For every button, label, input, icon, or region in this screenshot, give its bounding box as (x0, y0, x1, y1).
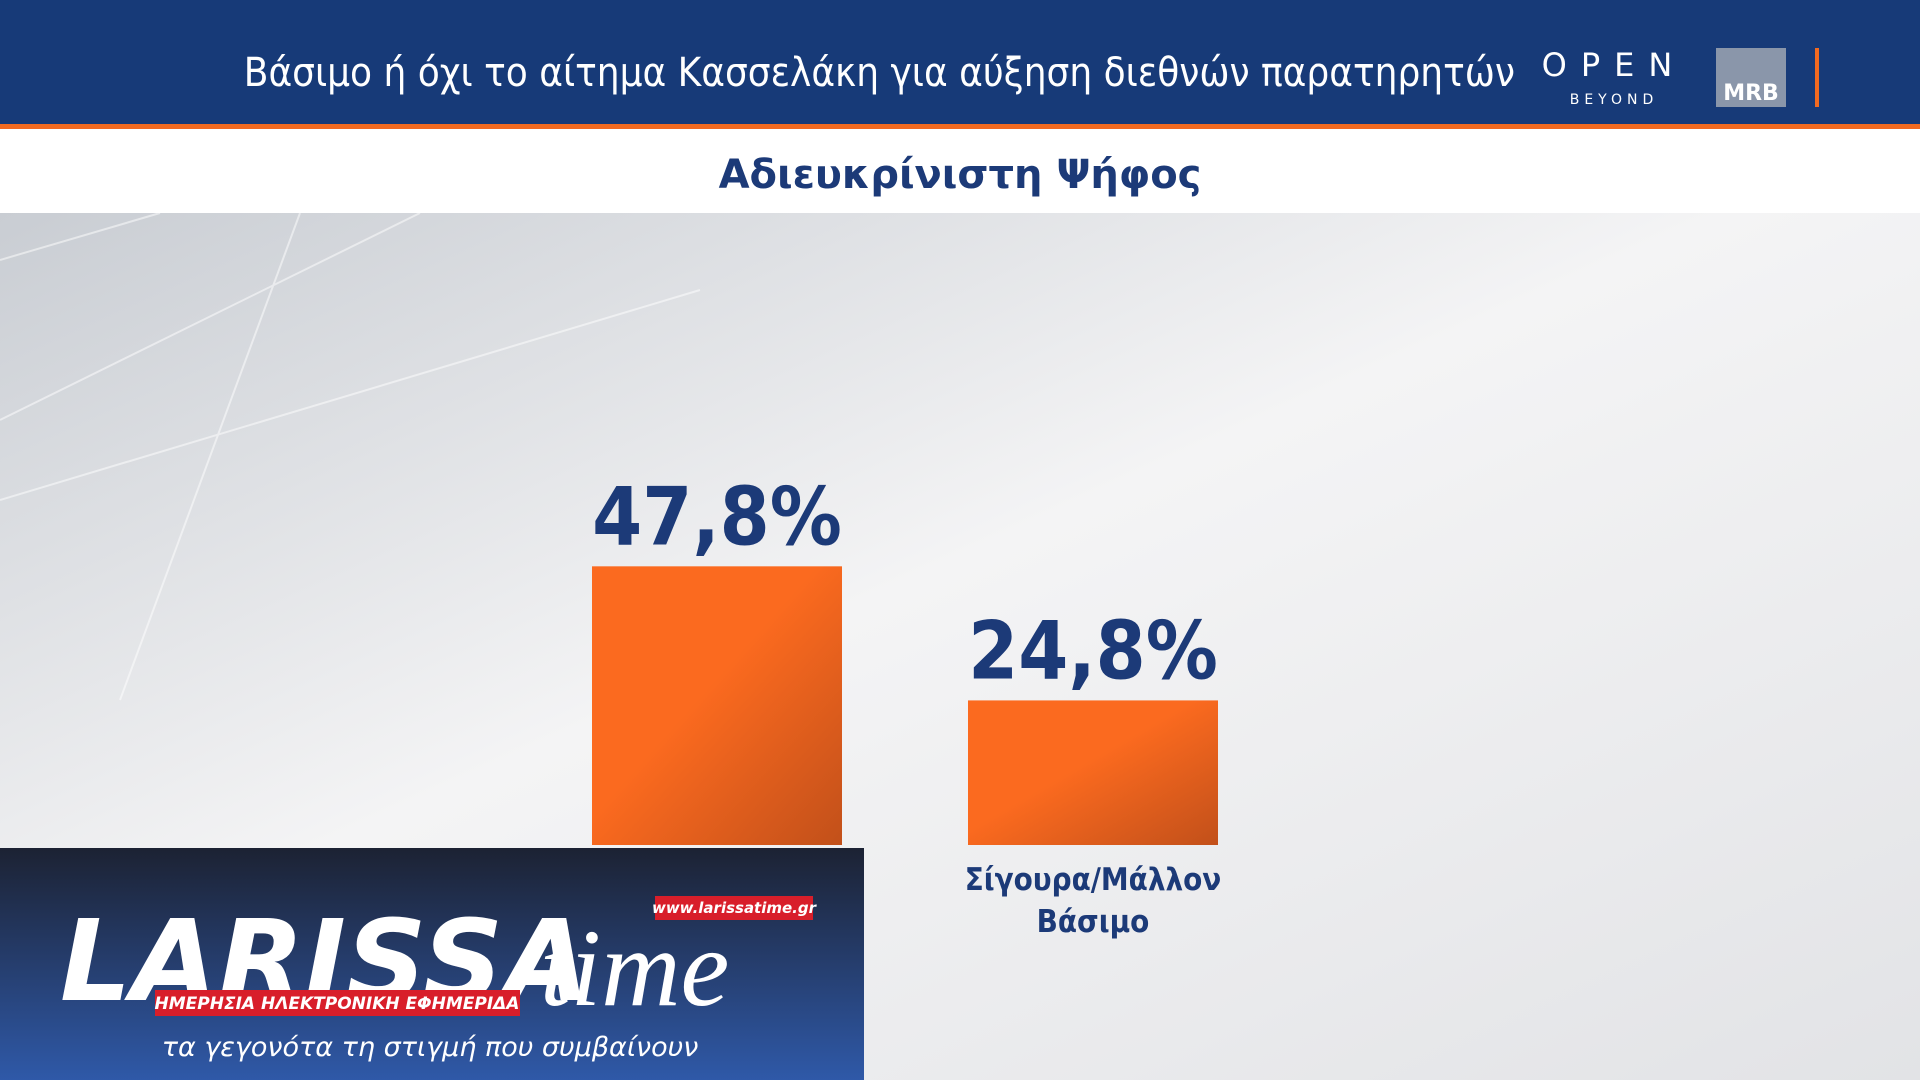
category-label: Σίγουρα/Μάλλον Βάσιμο (964, 862, 1222, 940)
mrb-logo: MRB (1723, 81, 1779, 106)
open-logo: OPEN (1542, 46, 1687, 84)
value-label: 47,8% (592, 470, 842, 563)
value-label: 24,8% (968, 604, 1218, 697)
logo-panel (0, 848, 864, 1080)
mrb-box (1716, 48, 1786, 107)
chart-subtitle: Αδιευκρίνιστη Ψήφος (719, 152, 1202, 198)
decor (0, 212, 701, 701)
logo-overlay: LARISSA time www.larissatime.gr ΗΜΕΡΗΣΙΑ… (0, 848, 864, 1080)
subtitle-band (0, 129, 1920, 213)
logo-url: www.larissatime.gr (652, 899, 818, 917)
url-box (655, 896, 813, 920)
bar (592, 566, 842, 845)
header-divider (1815, 48, 1819, 107)
tagline-box (155, 990, 520, 1016)
header-bar (0, 0, 1920, 124)
chart-title: Βάσιμο ή όχι το αίτημα Κασσελάκη για αύξ… (244, 50, 1515, 96)
beyond-logo: BEYOND (1570, 92, 1659, 108)
logo-time: time (540, 907, 729, 1029)
logo-slogan: τα γεγονότα τη στιγμή που συμβαίνουν (162, 1032, 699, 1063)
logo-tagline: ΗΜΕΡΗΣΙΑ ΗΛΕΚΤΡΟΝΙΚΗ ΕΦΗΜΕΡΙΔΑ (155, 994, 520, 1014)
header-accent (0, 124, 1920, 129)
bar (968, 700, 1218, 845)
